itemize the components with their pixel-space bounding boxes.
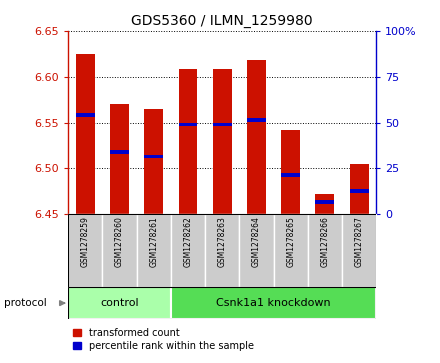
- Text: GSM1278262: GSM1278262: [183, 216, 192, 267]
- Bar: [110, 150, 129, 154]
- Text: GSM1278261: GSM1278261: [149, 216, 158, 267]
- Bar: [281, 173, 300, 176]
- Text: Csnk1a1 knockdown: Csnk1a1 knockdown: [216, 298, 331, 308]
- Bar: [247, 118, 266, 122]
- Text: GSM1278259: GSM1278259: [81, 216, 90, 267]
- Bar: [68, 214, 103, 287]
- Bar: [171, 214, 205, 287]
- Bar: [171, 287, 376, 319]
- Bar: [213, 123, 231, 126]
- Text: GSM1278265: GSM1278265: [286, 216, 295, 267]
- Text: GSM1278264: GSM1278264: [252, 216, 261, 267]
- Bar: [110, 104, 129, 214]
- Bar: [76, 113, 95, 117]
- Bar: [350, 189, 369, 193]
- Bar: [205, 214, 239, 287]
- Bar: [315, 200, 334, 204]
- Text: control: control: [100, 298, 139, 308]
- Text: GSM1278266: GSM1278266: [320, 216, 330, 267]
- Text: protocol: protocol: [4, 298, 47, 308]
- Bar: [350, 164, 369, 214]
- Bar: [144, 155, 163, 158]
- Bar: [213, 69, 231, 214]
- Bar: [179, 69, 198, 214]
- Bar: [144, 109, 163, 214]
- Text: GSM1278267: GSM1278267: [355, 216, 363, 267]
- Legend: transformed count, percentile rank within the sample: transformed count, percentile rank withi…: [73, 328, 253, 351]
- Bar: [239, 214, 274, 287]
- Bar: [308, 214, 342, 287]
- Bar: [247, 60, 266, 214]
- Text: GSM1278260: GSM1278260: [115, 216, 124, 267]
- Title: GDS5360 / ILMN_1259980: GDS5360 / ILMN_1259980: [132, 15, 313, 28]
- Bar: [315, 194, 334, 214]
- Bar: [274, 214, 308, 287]
- Bar: [68, 287, 171, 319]
- Bar: [103, 214, 137, 287]
- Text: GSM1278263: GSM1278263: [218, 216, 227, 267]
- Bar: [76, 54, 95, 214]
- Bar: [179, 123, 198, 126]
- Bar: [137, 214, 171, 287]
- Bar: [342, 214, 376, 287]
- Bar: [281, 130, 300, 214]
